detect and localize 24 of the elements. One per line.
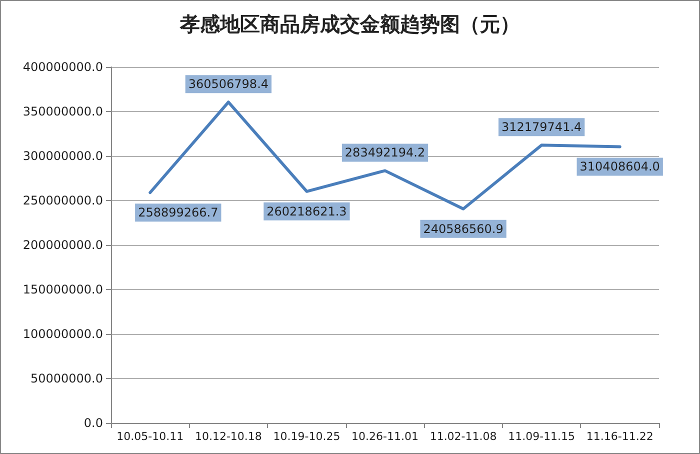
x-tick-label: 10.05-10.11 xyxy=(116,430,184,443)
y-tick-label: 400000000.0 xyxy=(22,60,103,74)
x-tick-label: 10.19-10.25 xyxy=(273,430,340,443)
y-tick-label: 100000000.0 xyxy=(22,327,103,341)
data-label: 240586560.9 xyxy=(423,222,504,236)
y-tick-label: 150000000.0 xyxy=(22,282,103,296)
data-label: 258899266.7 xyxy=(138,206,218,220)
y-tick-label: 350000000.0 xyxy=(22,104,103,118)
x-tick-label: 11.16-11.22 xyxy=(586,430,654,443)
data-label: 360506798.4 xyxy=(188,77,269,92)
y-tick-label: 0.0 xyxy=(84,416,103,430)
x-tick-label: 11.09-11.15 xyxy=(508,430,576,443)
y-tick-label: 250000000.0 xyxy=(22,194,103,208)
data-label: 310408604.0 xyxy=(580,160,660,174)
data-label: 312179741.4 xyxy=(501,120,582,134)
data-label: 260218621.3 xyxy=(266,204,347,218)
y-tick-label: 200000000.0 xyxy=(22,238,103,252)
data-label: 283492194.2 xyxy=(344,146,426,160)
x-tick-label: 10.26-11.01 xyxy=(352,430,418,443)
x-tick-label: 11.02-11.08 xyxy=(430,430,497,443)
y-tick-label: 50000000.0 xyxy=(30,372,103,386)
y-tick-label: 300000000.0 xyxy=(22,149,103,163)
chart-title: 孝感地区商品房成交金额趋势图（元） xyxy=(179,12,520,36)
x-tick-label: 10.12-10.18 xyxy=(194,430,262,443)
